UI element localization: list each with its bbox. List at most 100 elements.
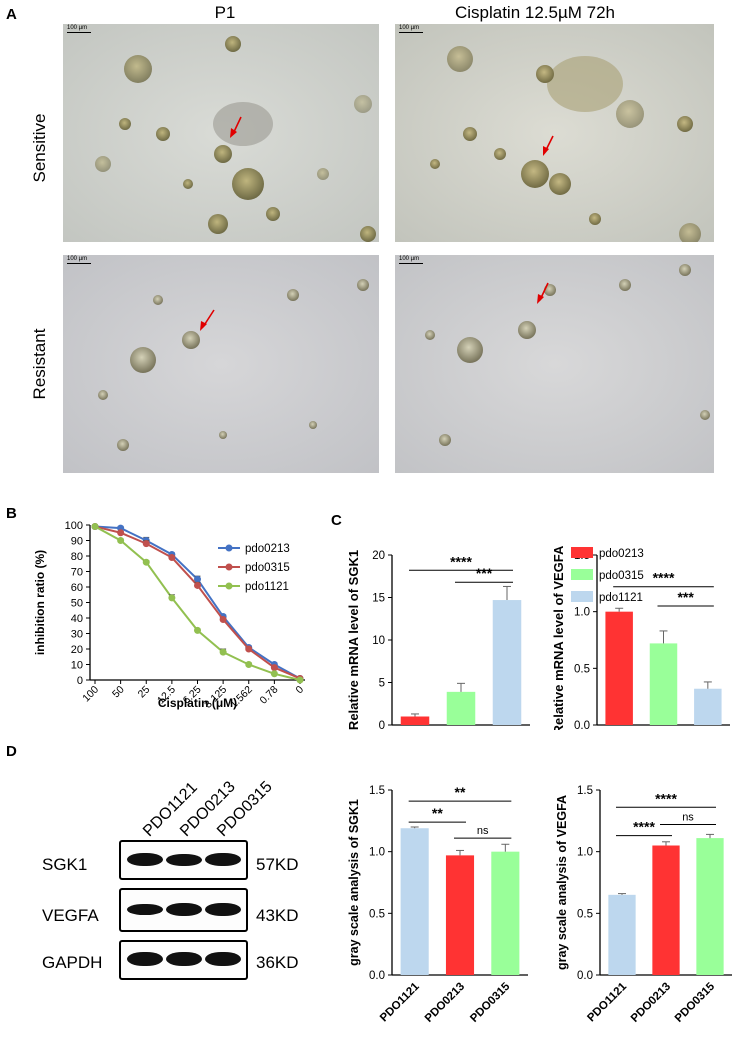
scale-bar-label: 100 µm <box>67 25 88 31</box>
blot-strip-vegfa <box>119 888 248 932</box>
y-axis-label: gray scale analysis of VEGFA <box>555 795 569 970</box>
bar-chart-sgk1-grayscale: 0.0 0.5 1.0 1.5 gray scale analysis of SGK1 P… <box>347 784 528 1025</box>
data-point <box>142 558 150 566</box>
organoid-image <box>63 24 379 242</box>
data-point <box>142 540 150 548</box>
legend-marker <box>225 544 233 552</box>
legend-swatch <box>571 547 593 558</box>
y-tick-label: 15 <box>372 593 385 605</box>
legend-label: pdo0213 <box>599 548 644 560</box>
data-point <box>194 581 201 589</box>
x-tick-label: PDO0213 <box>629 981 673 1025</box>
bar <box>652 845 680 975</box>
significance-label: **** <box>655 790 677 806</box>
x-tick-label: PDO1121 <box>585 980 629 1024</box>
bar <box>445 855 475 975</box>
scale-bar <box>399 263 423 264</box>
significance-label: ns <box>682 812 694 824</box>
x-axis-label: Cisplatin (μM) <box>158 696 237 710</box>
y-axis-label: Relative mRNA level of SGK1 <box>346 550 361 730</box>
blot-band <box>205 903 241 916</box>
bar <box>491 851 520 975</box>
data-point <box>91 523 99 531</box>
significance-label: ** <box>455 784 466 800</box>
y-tick-label: 0.0 <box>369 970 385 982</box>
blot-band <box>166 903 202 916</box>
x-tick-label: 0.78 <box>258 684 281 707</box>
bar-chart-vegfa-grayscale: 0.0 0.5 1.0 1.5 gray scale analysis of VEGFA… <box>555 785 732 1025</box>
y-tick-label: 60 <box>71 582 83 594</box>
y-tick-label: 0.5 <box>574 663 590 675</box>
micrograph-resistant-p1: 100 µm <box>63 255 379 473</box>
y-tick-label: 70 <box>71 567 83 579</box>
micrograph-sensitive-p1: 100 µm <box>63 24 379 242</box>
legend-label: pdo0315 <box>599 570 644 582</box>
organoid-image <box>395 24 714 242</box>
legend-label: pdo0315 <box>245 562 290 574</box>
legend-label: pdo1121 <box>599 592 643 604</box>
data-point <box>194 626 201 634</box>
significance-label: **** <box>633 819 655 835</box>
panel-letter-a: A <box>6 6 17 23</box>
blot-band <box>127 853 163 866</box>
y-tick-label: 90 <box>71 536 83 548</box>
size-label: 36KD <box>256 953 299 972</box>
x-tick-label: PDO0315 <box>468 980 513 1025</box>
y-tick-label: 1.5 <box>369 785 385 797</box>
bar <box>605 611 633 725</box>
micrograph-resistant-cisplatin: 100 µm <box>395 255 714 473</box>
data-point <box>270 670 278 678</box>
scale-bar <box>399 32 423 33</box>
row-title-sensitive: Sensitive <box>30 113 49 183</box>
y-tick-label: 10 <box>372 635 385 647</box>
bar <box>649 643 678 725</box>
y-tick-label: 80 <box>71 551 83 563</box>
legend-swatch <box>571 591 593 602</box>
micrograph-sensitive-cisplatin: 100 µm <box>395 24 714 242</box>
bar <box>400 828 429 975</box>
legend-marker <box>225 582 233 590</box>
bar <box>400 716 430 725</box>
x-tick-label: 25 <box>136 684 153 701</box>
data-point <box>117 537 125 544</box>
panel-letter-c: C <box>331 512 342 529</box>
organoid-image <box>63 255 379 473</box>
scale-bar-label: 100 µm <box>399 25 420 31</box>
protein-label: VEGFA <box>42 906 99 925</box>
y-tick-label: 1.0 <box>577 847 593 859</box>
y-tick-label: 20 <box>71 644 83 656</box>
row-title-resistant: Resistant <box>30 328 49 400</box>
data-point <box>219 616 227 624</box>
y-tick-label: 20 <box>372 550 385 562</box>
bar-chart-vegfa-mrna: 0.00.51.01.5Relative mRNA level of VEGFA… <box>551 545 730 730</box>
x-tick-label: PDO0213 <box>423 981 467 1025</box>
y-tick-label: 0.0 <box>577 970 593 982</box>
data-point <box>194 575 201 583</box>
y-tick-label: 40 <box>71 613 83 625</box>
significance-label: **** <box>450 553 472 569</box>
blot-band <box>205 853 241 866</box>
data-point <box>296 676 304 684</box>
significance-label: ** <box>432 805 443 821</box>
data-point <box>270 664 278 672</box>
y-tick-label: 30 <box>71 629 83 641</box>
y-axis-label: gray scale analysis of SGK1 <box>347 799 361 966</box>
data-point <box>245 661 253 668</box>
bar <box>446 691 476 725</box>
data-point <box>168 594 176 602</box>
legend-swatch <box>571 569 593 580</box>
size-label: 57KD <box>256 855 299 874</box>
column-title-cisplatin: Cisplatin 12.5µM 72h <box>454 3 616 22</box>
bar-chart-sgk1-mrna: 0 5 10 15 20 Relative mRNA level of SGK1 *****… <box>346 550 530 730</box>
y-tick-label: 50 <box>71 598 83 610</box>
y-axis-label: Relative mRNA level of VEGFA <box>551 545 566 730</box>
y-tick-label: 1.0 <box>369 847 385 859</box>
y-tick-label: 10 <box>71 660 83 672</box>
protein-label: GAPDH <box>42 953 103 972</box>
legend-label: pdo1121 <box>245 581 289 593</box>
bar <box>608 894 636 975</box>
legend-marker <box>225 563 233 571</box>
scale-bar-label: 100 µm <box>67 256 88 262</box>
blot-strip-gapdh <box>119 940 248 980</box>
